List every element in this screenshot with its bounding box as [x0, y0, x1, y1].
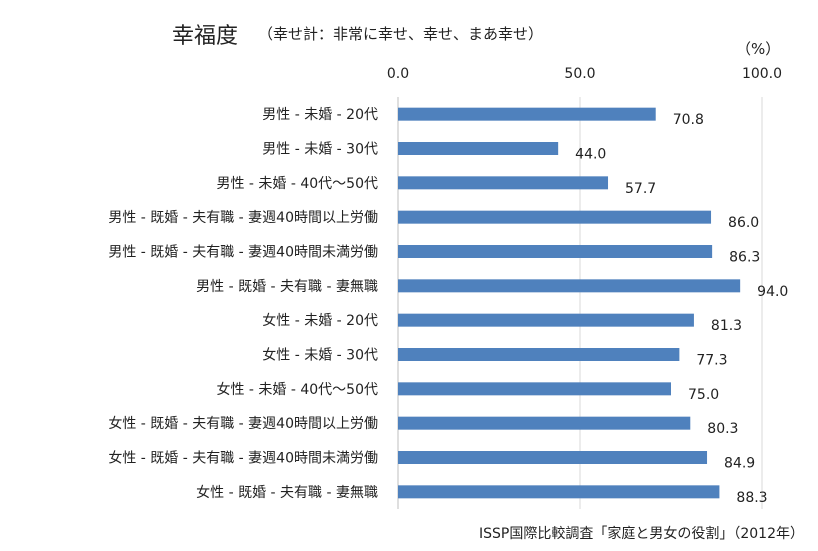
bar	[398, 348, 680, 361]
bar	[398, 210, 712, 224]
value-label: 77.3	[696, 353, 727, 369]
value-label: 84.9	[724, 456, 755, 472]
tick-label: 100.0	[742, 66, 782, 82]
bar	[398, 382, 671, 396]
value-label: 44.0	[575, 147, 606, 163]
value-label: 86.0	[728, 215, 759, 231]
value-label: 94.0	[757, 284, 788, 300]
chart-title: 幸福度	[172, 24, 239, 49]
bar	[398, 485, 720, 499]
value-label: 88.3	[736, 490, 767, 506]
value-label: 75.0	[688, 387, 719, 403]
bar	[398, 416, 691, 430]
category-label: 女性 - 未婚 - 40代～50代	[216, 381, 378, 398]
category-label: 女性 - 既婚 - 夫有職 - 妻週40時間未満労働	[108, 450, 378, 467]
bar	[398, 107, 656, 121]
bars	[398, 107, 741, 499]
bar	[398, 313, 694, 327]
category-label: 女性 - 既婚 - 夫有職 - 妻週40時間以上労働	[108, 415, 378, 432]
tick-label: 50.0	[564, 66, 595, 82]
source-note: ISSP国際比較調査「家庭と男女の役割」（2012年）	[479, 526, 804, 542]
grid-lines	[397, 97, 763, 509]
category-label: 女性 - 既婚 - 夫有職 - 妻無職	[196, 484, 378, 501]
category-label: 男性 - 未婚 - 30代	[262, 142, 378, 158]
category-label: 男性 - 未婚 - 20代	[262, 107, 378, 123]
value-label: 70.8	[673, 112, 704, 128]
value-label: 57.7	[625, 181, 656, 197]
category-label: 女性 - 未婚 - 20代	[262, 312, 378, 329]
category-label: 女性 - 未婚 - 30代	[262, 347, 378, 364]
category-label: 男性 - 既婚 - 夫有職 - 妻無職	[196, 279, 378, 295]
value-labels: 70.8 44.0 57.7 86.0 86.3 94.0 81.3 77.3 75.0 80.3…	[575, 112, 788, 506]
bar	[398, 142, 559, 155]
bar	[398, 176, 609, 190]
chart-subtitle: （幸せ計：非常に幸せ、幸せ、まあ幸せ）	[258, 25, 544, 43]
value-label: 86.3	[729, 250, 760, 266]
bar	[398, 279, 741, 293]
axis-ticks: 0.0 50.0 100.0	[387, 66, 782, 82]
value-label: 81.3	[711, 318, 742, 334]
bar	[398, 245, 713, 258]
category-label: 男性 - 既婚 - 夫有職 - 妻週40時間以上労働	[108, 210, 378, 226]
category-label: 男性 - 既婚 - 夫有職 - 妻週40時間未満労働	[108, 245, 378, 261]
tick-label: 0.0	[387, 66, 409, 82]
unit-label: （%）	[736, 40, 781, 58]
category-label: 男性 - 未婚 - 40代～50代	[216, 176, 378, 192]
bar	[398, 451, 708, 464]
value-label: 80.3	[707, 421, 738, 437]
